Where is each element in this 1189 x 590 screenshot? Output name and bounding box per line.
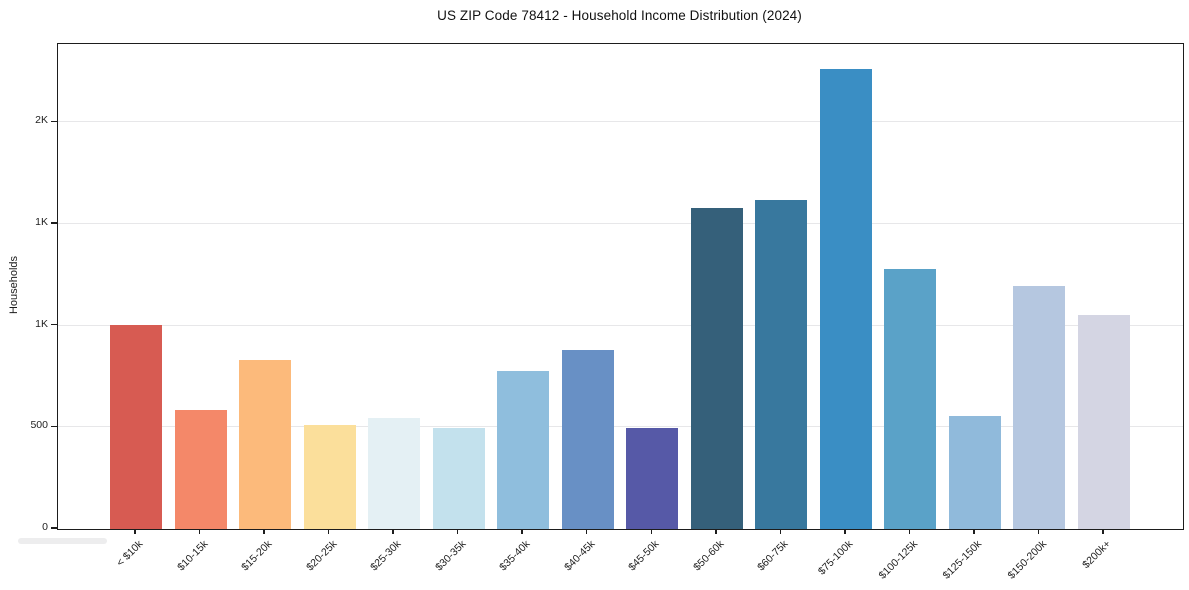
x-tick-label: $50-60k	[690, 538, 727, 574]
x-tick-label: $100-125k	[876, 538, 920, 582]
gridline	[58, 426, 1183, 428]
bar	[1078, 315, 1130, 529]
bar	[497, 370, 550, 529]
gridline	[58, 324, 1183, 326]
x-tick-mark	[521, 529, 523, 534]
x-tick-mark	[650, 529, 653, 534]
x-tick-label: $125-150k	[940, 538, 985, 582]
y-tick-label: 2K	[35, 114, 48, 127]
gridline	[58, 222, 1183, 224]
x-tick-label: $60-75k	[755, 538, 791, 574]
x-tick-label: $30-35k	[432, 538, 469, 574]
x-tick-mark	[715, 529, 717, 534]
bar	[819, 69, 872, 529]
x-tick-mark	[392, 529, 394, 534]
x-tick-mark	[134, 529, 136, 534]
y-tick-mark	[51, 425, 57, 428]
x-tick-label: $150-200k	[1005, 538, 1049, 582]
x-tick-mark	[1102, 529, 1104, 534]
x-tick-mark	[908, 529, 911, 534]
x-tick-label: $15-20k	[239, 538, 275, 574]
y-tick-label: 1K	[35, 215, 48, 228]
x-tick-mark	[844, 529, 846, 534]
x-tick-label: $75-100k	[815, 538, 856, 578]
bar	[690, 208, 743, 529]
bar	[1013, 285, 1066, 529]
y-tick-mark	[51, 120, 57, 123]
x-tick-mark	[973, 529, 975, 534]
x-tick-label: $20-25k	[303, 538, 340, 574]
smudge-artifact	[18, 538, 107, 544]
x-tick-mark	[263, 529, 265, 534]
bar	[432, 427, 485, 529]
x-tick-mark	[585, 529, 588, 534]
x-tick-mark	[327, 529, 330, 534]
bar	[174, 410, 227, 529]
gridline	[58, 121, 1183, 123]
y-tick-label: 500	[30, 419, 48, 432]
x-tick-label: $25-30k	[368, 538, 404, 574]
x-tick-label: $10-15k	[174, 538, 211, 574]
y-tick-mark	[51, 527, 57, 529]
bar	[626, 428, 679, 529]
bar	[368, 417, 421, 529]
x-axis-labels: < $10k $10-15k $15-20k $20-25k $25-30k $30-35…	[57, 538, 1182, 590]
x-tick-mark	[1037, 529, 1040, 534]
x-tick-label: $35-40k	[497, 538, 533, 574]
x-tick-label: $45-50k	[626, 538, 662, 574]
x-tick-label: $200k+	[1080, 538, 1114, 572]
bar	[239, 360, 292, 529]
bar	[755, 200, 808, 529]
bar	[561, 350, 614, 529]
y-tick-mark	[51, 323, 57, 326]
bar	[303, 425, 356, 529]
x-tick-label: $40-45k	[561, 538, 598, 574]
y-tick-label: 0	[42, 521, 48, 533]
y-axis-label: Households	[8, 255, 20, 315]
y-tick-label: 1K	[35, 317, 48, 330]
bar	[948, 415, 1001, 529]
x-tick-mark	[456, 529, 459, 534]
y-tick-mark	[51, 222, 57, 224]
x-tick-label: < $10k	[114, 538, 146, 569]
bar	[110, 325, 162, 529]
x-tick-mark	[779, 529, 782, 534]
plot-area	[57, 43, 1184, 530]
bar	[884, 268, 937, 529]
chart-title: US ZIP Code 78412 - Household Income Dis…	[437, 8, 802, 23]
x-tick-mark	[198, 529, 201, 534]
